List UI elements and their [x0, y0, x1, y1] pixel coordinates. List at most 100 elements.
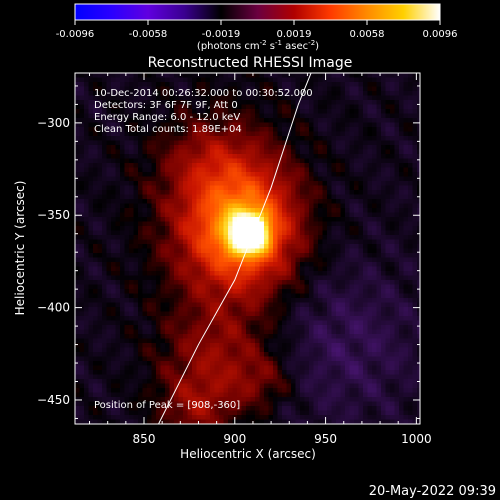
heatmap-cell: [376, 158, 382, 164]
heatmap-cell: [385, 221, 391, 227]
heatmap-cell: [165, 77, 170, 83]
heatmap-cell: [354, 77, 359, 83]
heatmap-cell: [408, 262, 413, 267]
heatmap-cell: [219, 217, 224, 222]
heatmap-cell: [340, 104, 346, 110]
heatmap-cell: [237, 320, 242, 326]
heatmap-cell: [327, 275, 332, 281]
heatmap-cell: [120, 181, 125, 186]
heatmap-cell: [282, 131, 287, 137]
heatmap-cell: [187, 307, 193, 312]
heatmap-cell: [255, 275, 260, 281]
heatmap-cell: [417, 347, 420, 353]
heatmap-cell: [156, 293, 161, 299]
heatmap-cell: [115, 145, 121, 150]
heatmap-cell: [264, 149, 269, 155]
heatmap-cell: [237, 100, 242, 105]
heatmap-cell: [381, 347, 386, 353]
heatmap-cell: [210, 176, 215, 182]
heatmap-cell: [358, 239, 364, 245]
heatmap-cell: [93, 316, 98, 321]
heatmap-cell: [228, 289, 233, 294]
heatmap-cell: [241, 334, 247, 339]
heatmap-cell: [75, 352, 80, 357]
heatmap-cell: [399, 271, 404, 276]
heatmap-cell: [151, 271, 157, 276]
heatmap-cell: [210, 316, 215, 321]
heatmap-cell: [124, 208, 130, 213]
heatmap-cell: [412, 239, 418, 245]
heatmap-cell: [84, 307, 89, 312]
heatmap-cell: [259, 311, 265, 317]
heatmap-cell: [399, 266, 404, 272]
heatmap-cell: [268, 194, 274, 200]
heatmap-cell: [340, 172, 346, 177]
heatmap-cell: [214, 329, 220, 335]
heatmap-cell: [277, 113, 283, 119]
heatmap-cell: [178, 343, 184, 348]
heatmap-cell: [75, 244, 80, 249]
heatmap-cell: [228, 122, 233, 128]
heatmap-cell: [394, 172, 400, 177]
heatmap-cell: [174, 289, 179, 294]
heatmap-cell: [309, 298, 314, 303]
heatmap-cell: [205, 266, 211, 272]
heatmap-cell: [331, 208, 337, 213]
heatmap-cell: [169, 194, 175, 200]
heatmap-cell: [367, 181, 373, 186]
heatmap-cell: [210, 356, 215, 362]
heatmap-cell: [124, 104, 130, 110]
heatmap-cell: [79, 95, 85, 101]
heatmap-cell: [201, 347, 206, 353]
heatmap-cell: [340, 167, 346, 173]
heatmap-cell: [160, 275, 166, 281]
heatmap-cell: [97, 275, 103, 281]
heatmap-cell: [147, 100, 152, 105]
heatmap-cell: [201, 104, 206, 110]
heatmap-cell: [322, 122, 328, 128]
heatmap-cell: [295, 311, 301, 317]
heatmap-cell: [241, 145, 247, 150]
heatmap-cell: [228, 113, 233, 119]
heatmap-cell: [394, 113, 400, 119]
heatmap-cell: [300, 266, 305, 272]
heatmap-cell: [336, 203, 341, 209]
heatmap-cell: [232, 185, 238, 191]
heatmap-cell: [79, 235, 85, 240]
heatmap-cell: [367, 127, 373, 132]
heatmap-cell: [147, 307, 152, 312]
heatmap-cell: [79, 325, 85, 330]
heatmap-cell: [84, 248, 89, 254]
heatmap-cell: [259, 289, 265, 294]
heatmap-cell: [120, 113, 125, 119]
heatmap-cell: [331, 257, 337, 263]
heatmap-cell: [394, 167, 400, 173]
heatmap-cell: [115, 284, 121, 290]
heatmap-cell: [286, 253, 292, 258]
heatmap-cell: [282, 347, 287, 353]
heatmap-cell: [277, 172, 283, 177]
heatmap-cell: [403, 91, 409, 96]
heatmap-cell: [372, 163, 377, 168]
heatmap-cell: [219, 257, 224, 263]
heatmap-cell: [75, 136, 80, 141]
heatmap-cell: [88, 127, 94, 132]
heatmap-cell: [129, 226, 134, 231]
heatmap-cell: [223, 113, 229, 119]
heatmap-cell: [111, 208, 116, 213]
heatmap-cell: [349, 140, 355, 146]
heatmap-cell: [340, 253, 346, 258]
heatmap-cell: [309, 208, 314, 213]
heatmap-cell: [417, 248, 420, 254]
heatmap-cell: [165, 284, 170, 290]
heatmap-cell: [322, 320, 328, 326]
heatmap-cell: [309, 203, 314, 209]
heatmap-cell: [291, 343, 296, 348]
heatmap-cell: [286, 266, 292, 272]
heatmap-cell: [133, 235, 139, 240]
heatmap-cell: [255, 334, 260, 339]
heatmap-cell: [183, 95, 188, 101]
heatmap-cell: [349, 212, 355, 218]
heatmap-cell: [165, 329, 170, 335]
heatmap-cell: [363, 271, 368, 276]
